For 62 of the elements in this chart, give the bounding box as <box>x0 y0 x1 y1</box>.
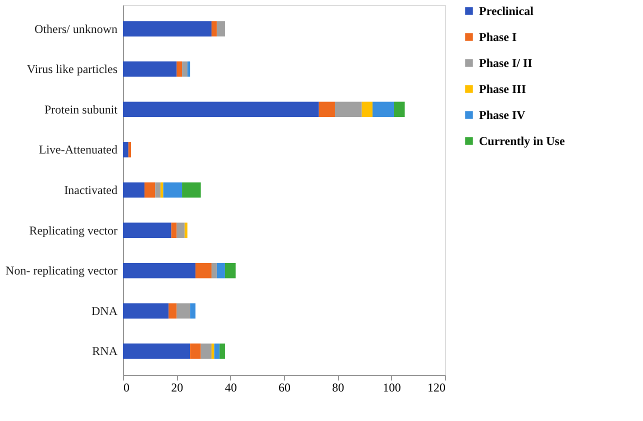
legend-label: Currently in Use <box>479 134 566 148</box>
y-tick-label: Inactivated <box>64 183 118 197</box>
bar <box>212 21 217 36</box>
bar <box>123 222 172 238</box>
bar <box>123 61 177 77</box>
bar <box>362 102 373 118</box>
bar <box>187 61 190 77</box>
bar <box>144 182 156 198</box>
bar <box>220 344 225 359</box>
bar <box>182 61 188 77</box>
bar <box>168 303 177 319</box>
bar <box>200 344 212 359</box>
bar <box>176 222 185 238</box>
y-tick-label: Non- replicating vector <box>6 264 118 278</box>
bar <box>190 303 196 319</box>
legend-label: Preclinical <box>479 4 534 18</box>
legend-label: Phase III <box>479 82 526 96</box>
bar <box>394 102 405 118</box>
bar <box>160 182 164 198</box>
bar <box>171 222 177 238</box>
x-tick-label: 20 <box>171 380 184 394</box>
bar <box>224 262 236 278</box>
bar <box>334 102 362 118</box>
bar <box>123 102 319 118</box>
bar <box>128 142 132 158</box>
y-tick-label: Replicating vector <box>29 223 118 238</box>
bar <box>176 303 190 319</box>
y-tick-label: Others/ unknown <box>34 22 118 36</box>
x-tick-label: 60 <box>278 380 290 394</box>
bar <box>182 182 201 198</box>
bar <box>184 222 188 238</box>
y-tick-label: Protein subunit <box>44 102 118 116</box>
bar <box>212 262 217 278</box>
bar <box>123 262 196 278</box>
bar <box>212 344 214 359</box>
bar <box>216 262 225 278</box>
x-tick-label: 120 <box>428 380 446 394</box>
bar <box>123 182 144 198</box>
y-tick-label: RNA <box>92 344 118 358</box>
x-tick-label: 40 <box>224 380 237 394</box>
y-tick-label: DNA <box>92 304 118 318</box>
bar <box>176 61 182 77</box>
y-tick-label: Virus like particles <box>26 62 118 76</box>
x-tick-label: 80 <box>332 380 344 394</box>
bar <box>123 344 190 359</box>
legend-label: Phase I/ II <box>479 56 533 70</box>
bar <box>155 182 161 198</box>
legend-label: Phase I <box>479 30 517 44</box>
bar <box>123 142 128 158</box>
bar <box>123 21 212 36</box>
bar <box>216 21 225 36</box>
bar <box>195 262 212 278</box>
x-tick-label: 0 <box>124 380 130 394</box>
bar <box>123 303 169 319</box>
bar <box>163 182 182 198</box>
bar <box>190 344 201 359</box>
bar <box>372 102 394 118</box>
y-tick-label: Live-Attenuated <box>38 142 118 157</box>
legend-label: Phase IV <box>479 108 526 122</box>
x-tick-label: 100 <box>382 380 401 394</box>
bar <box>318 102 335 118</box>
bar <box>214 344 220 359</box>
